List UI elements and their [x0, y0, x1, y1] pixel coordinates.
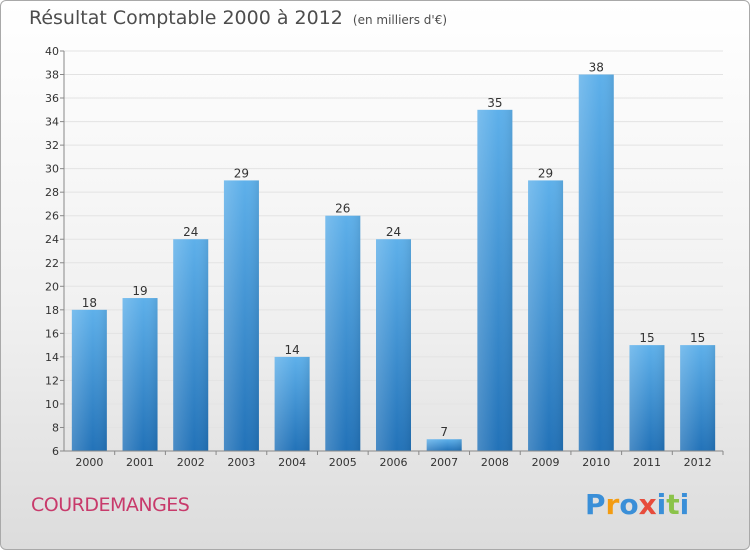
- chart-title-text: Résultat Comptable 2000 à 2012: [29, 7, 343, 29]
- x-tick-label: 2001: [126, 456, 154, 469]
- data-label: 15: [690, 331, 705, 345]
- logo-letter: x: [638, 488, 657, 521]
- data-label: 14: [284, 343, 299, 357]
- logo-letter: P: [585, 488, 606, 521]
- y-tick-label: 18: [45, 304, 59, 317]
- x-tick-label: 2004: [278, 456, 306, 469]
- bar-shade: [426, 439, 462, 451]
- y-tick-label: 26: [45, 210, 59, 223]
- y-tick-label: 12: [45, 374, 59, 387]
- chart-title: Résultat Comptable 2000 à 2012 (en millie…: [29, 7, 447, 29]
- logo-letter: i: [679, 488, 690, 521]
- bar-shade: [71, 309, 107, 451]
- bar-shade: [578, 74, 614, 451]
- data-label: 19: [132, 284, 147, 298]
- data-label: 26: [335, 202, 350, 216]
- logo-letter: t: [666, 488, 680, 521]
- data-label: 29: [538, 166, 553, 180]
- data-label: 29: [234, 166, 249, 180]
- x-tick-label: 2006: [380, 456, 408, 469]
- y-tick-label: 36: [45, 92, 59, 105]
- logo-letter: o: [619, 488, 639, 521]
- x-tick-label: 2009: [532, 456, 560, 469]
- x-axis: 2000 2001 2002 2003 2004 2005 2006 2007 2008 2009…: [64, 450, 724, 469]
- data-label: 7: [440, 425, 448, 439]
- y-tick-label: 16: [45, 327, 59, 340]
- y-tick-label: 20: [45, 280, 59, 293]
- y-tick-label: 8: [52, 421, 59, 434]
- x-tick-label: 2005: [329, 456, 357, 469]
- data-label: 24: [386, 225, 401, 239]
- chart-subtitle: (en milliers d'€): [352, 13, 448, 27]
- y-tick-label: 10: [45, 398, 59, 411]
- proxiti-logo: Proxiti: [585, 488, 689, 521]
- bar-shade: [325, 215, 361, 451]
- y-tick-label: 38: [45, 69, 59, 82]
- y-tick-label: 40: [45, 45, 59, 58]
- y-tick-label: 30: [45, 163, 59, 176]
- x-tick-label: 2010: [582, 456, 610, 469]
- y-tick-label: 32: [45, 139, 59, 152]
- bar-shade: [223, 180, 259, 452]
- x-tick-label: 2012: [684, 456, 712, 469]
- bar-shade: [274, 356, 310, 451]
- x-tick-label: 2008: [481, 456, 509, 469]
- data-label: 24: [183, 225, 198, 239]
- bar-shade: [528, 180, 564, 452]
- bar-shade: [477, 109, 513, 451]
- data-label: 38: [589, 61, 604, 75]
- x-tick-label: 2002: [177, 456, 205, 469]
- bar-shade: [173, 239, 209, 451]
- bar-shade: [629, 345, 665, 451]
- x-tick-label: 2007: [430, 456, 458, 469]
- data-label: 35: [487, 96, 502, 110]
- x-tick-label: 2003: [227, 456, 255, 469]
- logo-letter: r: [605, 488, 620, 521]
- bar-shade: [376, 239, 411, 451]
- y-tick-label: 22: [45, 257, 59, 270]
- bar-shade: [122, 298, 158, 451]
- data-label: 18: [82, 296, 97, 310]
- commune-name: COURDEMANGES: [31, 494, 190, 516]
- y-tick-label: 28: [45, 186, 59, 199]
- y-tick-label: 24: [45, 233, 59, 246]
- logo-letter: i: [656, 488, 667, 521]
- y-tick-label: 6: [52, 445, 59, 458]
- x-tick-label: 2000: [75, 456, 103, 469]
- data-label: 15: [639, 331, 654, 345]
- y-tick-label: 34: [45, 116, 59, 129]
- y-axis: 6 8 10 12 14 16 18 20 22 24 26 28 30 32 34 36 38 40: [45, 45, 65, 458]
- bar-shade: [680, 345, 716, 451]
- y-tick-label: 14: [45, 351, 59, 364]
- x-tick-label: 2011: [633, 456, 661, 469]
- bars: 18 19 24 29 14 26 24 7 35 29 38 15 15: [71, 61, 716, 452]
